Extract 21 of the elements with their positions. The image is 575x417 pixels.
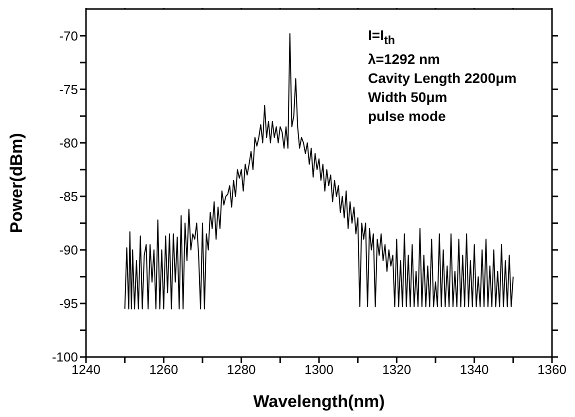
y-tick-label: -100: [52, 350, 78, 365]
x-tick-label: 1260: [149, 362, 178, 378]
x-tick-label: 1340: [460, 362, 489, 378]
annotation: λ=1292 nm: [368, 50, 441, 69]
x-axis-title: Wavelength(nm): [253, 392, 385, 411]
annotation: Cavity Length 2200μm: [368, 68, 517, 88]
x-tick-label: 1320: [382, 362, 412, 378]
x-tick-label: 1300: [304, 362, 334, 378]
y-tick-label: -70: [59, 28, 78, 44]
x-tick-label: 1360: [538, 362, 566, 378]
x-tick-label: 1280: [226, 362, 256, 378]
y-tick-label: -85: [59, 189, 78, 204]
y-axis-title: Power(dBm): [7, 132, 26, 234]
y-tick-label: -95: [59, 296, 78, 312]
y-tick-label: -80: [59, 135, 78, 150]
y-tick-label: -90: [59, 242, 78, 258]
annotation: I=I$_{th}$: [368, 26, 396, 49]
annotation: Width 50μm: [368, 88, 448, 107]
y-tick-label: -75: [59, 82, 78, 97]
annotation: pulse mode: [368, 106, 447, 126]
x-tick-label: 1240: [72, 362, 100, 378]
